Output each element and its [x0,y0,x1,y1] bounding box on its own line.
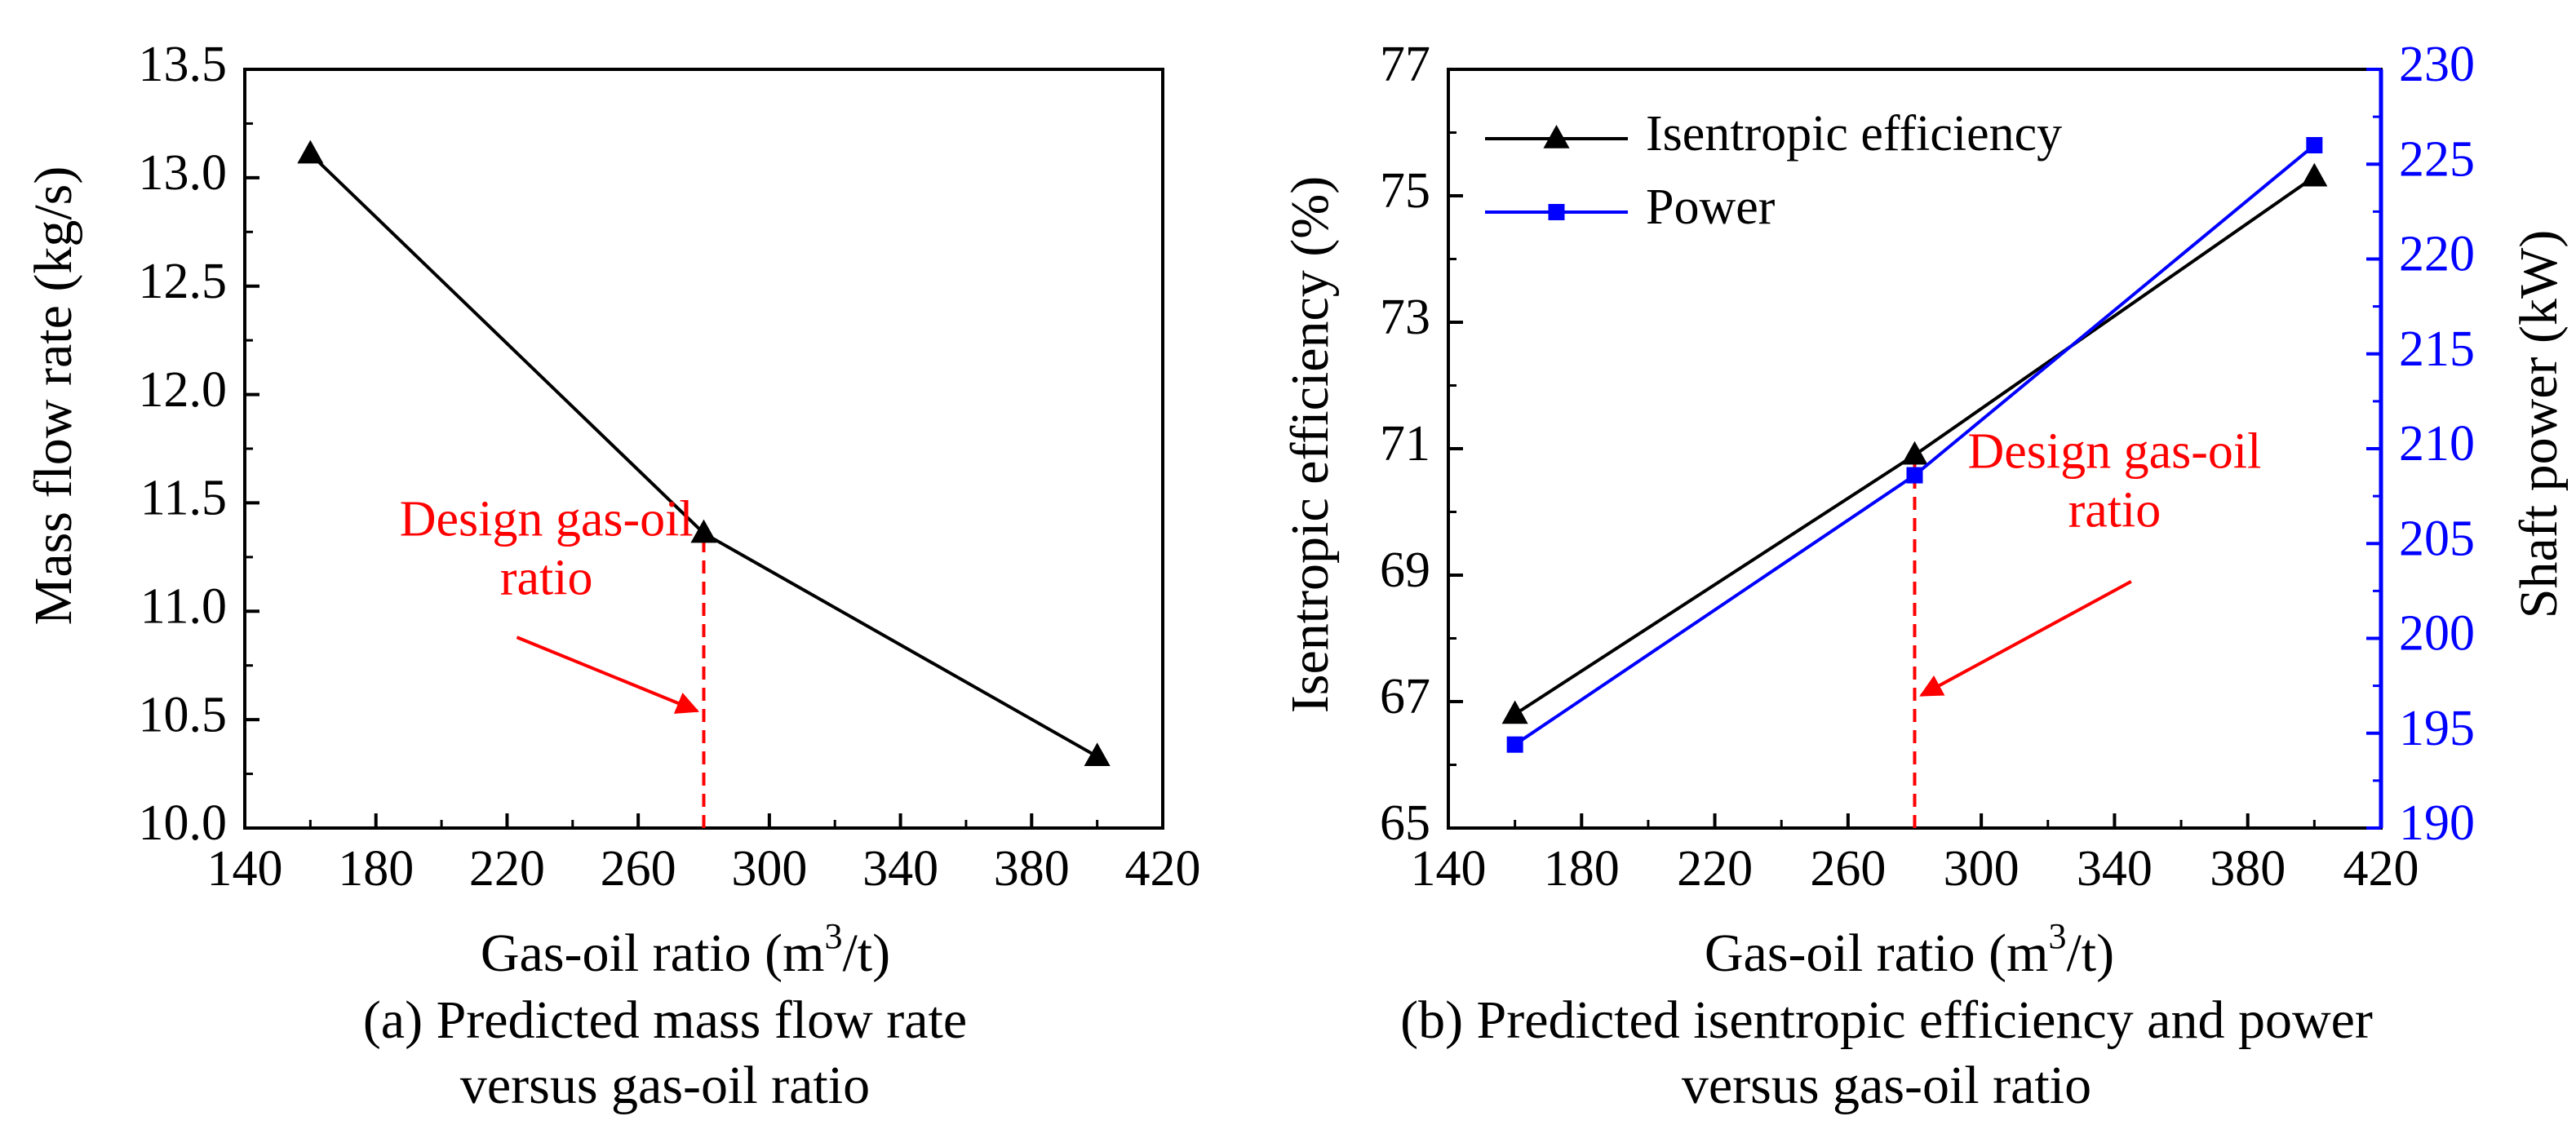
chart-b-series-0-point [1501,700,1528,724]
chart-a-xtick-label: 260 [601,841,676,897]
chart-a-ytick-label: 10.0 [139,795,228,851]
chart-a-series-0-point [1084,742,1111,767]
chart-a-annotation-arrow [516,636,700,714]
chart-a-ylabel: Mass flow rate (kg/s) [24,166,83,626]
chart-b-series-0-point [2301,162,2328,187]
chart-b-y2tick-label: 200 [2399,606,2475,662]
chart-a-ytick-label: 11.0 [140,579,227,635]
chart-b-y2tick-label: 225 [2399,131,2475,187]
chart-b-y2tick-label: 190 [2399,795,2475,851]
chart-b-annotation-arrow [1919,579,2132,698]
chart-b-ylabel-text: Isentropic efficiency (%) [1280,176,1340,713]
chart-a-xtick-label: 340 [862,841,938,897]
chart-b-ytick-label: 77 [1380,37,1430,92]
chart-a-xtick-label: 180 [338,841,414,897]
chart-b-xtick-label: 220 [1677,841,1753,897]
chart-b-ytick-label: 69 [1380,543,1430,598]
chart-b-xtick-label: 300 [1944,841,2020,897]
chart-a-ytick-label: 12.5 [139,254,228,309]
chart-b-xtick-label: 140 [1411,841,1487,897]
chart-b-y2tick-label: 215 [2399,321,2475,377]
chart-b-y2tick-label: 220 [2399,227,2475,282]
chart-b-legend-marker-1 [1548,204,1565,220]
chart-b-legend-label-1: Power [1646,179,1776,235]
chart-a-annotation-line-0: Design gas-oil [400,491,694,547]
chart-b-xtick-label: 340 [2077,841,2153,897]
chart-a-xlabel: Gas-oil ratio (m3/t) [481,916,890,983]
chart-a-series-line-0 [308,153,1098,759]
chart-b-ytick-label: 71 [1380,416,1430,472]
chart-a-plot-area: 140 180 220 260 300 340 380 420 10.0 10.5 11.0 11.5… [139,37,1201,897]
chart-a-xtick-label: 140 [207,841,283,897]
chart-a-ytick-label: 13.0 [139,145,228,201]
chart-a-series-0-point [297,140,324,164]
chart-b-series-0-point [1901,441,1928,465]
chart-b: 140 180 220 260 300 340 380 420 65 67 69 71 73 75 77 19… [1280,37,2569,1115]
chart-b-ytick-label: 65 [1380,795,1430,851]
chart-b-xtick-label: 420 [2343,841,2419,897]
chart-b-y2tick-label: 195 [2399,701,2475,756]
chart-b-plot-area: 140 180 220 260 300 340 380 420 65 67 69 71 73 75 77 19… [1380,37,2475,897]
chart-b-y2tick-label: 230 [2399,37,2475,92]
chart-b-xlabel: Gas-oil ratio (m3/t) [1705,916,2114,983]
chart-b-y2tick-label: 205 [2399,511,2475,566]
chart-b-ytick-label: 73 [1380,290,1430,345]
chart-a-ylabel-text: Mass flow rate (kg/s) [24,166,83,626]
chart-a-ytick-label: 13.5 [139,37,228,92]
chart-a-xtick-label: 220 [469,841,545,897]
chart-b-ytick-label: 67 [1380,669,1430,724]
chart-b-xtick-label: 260 [1810,841,1886,897]
chart-a-ytick-label: 12.0 [139,362,228,418]
chart-b-xtick-label: 180 [1544,841,1620,897]
chart-b-y2tick-label: 210 [2399,416,2475,472]
chart-b-ytick-label: 75 [1380,163,1430,219]
chart-a-caption-line-1: (a) Predicted mass flow rate [363,990,967,1050]
chart-b-series-1-point [1506,736,1523,753]
chart-b-caption-line-1: (b) Predicted isentropic efficiency and … [1400,990,2373,1050]
chart-b-ylabel: Isentropic efficiency (%) [1280,176,1340,713]
chart-b-xtick-label: 380 [2210,841,2286,897]
chart-b-y2label-text: Shaft power (kW) [2509,230,2569,619]
chart-b-y2label: Shaft power (kW) [2509,230,2569,619]
chart-a-ytick-label: 10.5 [139,687,228,742]
chart-a-xtick-label: 300 [731,841,807,897]
chart-b-annotation-line-1: ratio [2068,482,2161,538]
chart-a-xtick-label: 380 [994,841,1070,897]
chart-b-caption-line-2: versus gas-oil ratio [1682,1056,2091,1115]
chart-a-annotation-line-1: ratio [500,550,593,605]
chart-b-series-1-point [1906,467,1923,484]
chart-a-ytick-label: 11.5 [140,471,227,526]
chart-b-legend-marker-0 [1543,124,1570,148]
chart-b-legend-label-0: Isentropic efficiency [1646,106,2062,162]
chart-a: 140 180 220 260 300 340 380 420 10.0 10.5 11.0 11.5… [24,37,1200,1115]
chart-b-series-1-point [2306,137,2323,153]
chart-a-xtick-label: 420 [1125,841,1201,897]
chart-a-caption-line-2: versus gas-oil ratio [460,1056,870,1115]
chart-a-series-0-point [690,519,717,543]
chart-b-annotation-line-0: Design gas-oil [1967,423,2261,479]
